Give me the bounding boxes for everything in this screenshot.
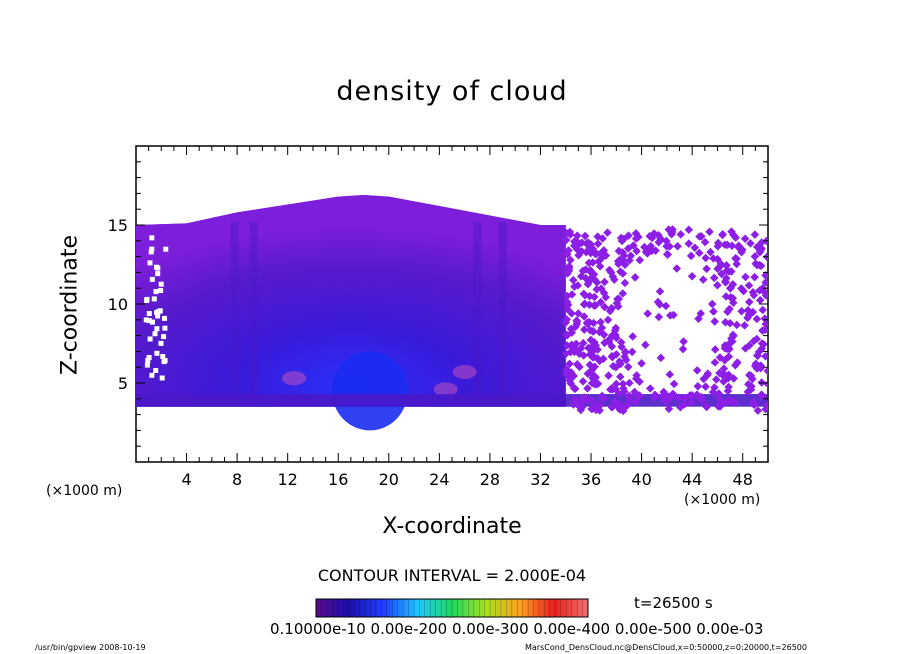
edge-gap [154,326,160,332]
plot-layer [136,195,768,431]
edge-gap [152,331,158,337]
edge-gap [146,318,152,324]
warm-patch-1 [282,371,306,386]
edge-gap [143,317,149,323]
x-tick-label: 28 [480,470,500,489]
x-tick-label: 16 [328,470,348,489]
warm-patch-3 [433,382,458,397]
edge-gap [155,313,161,319]
x-tick-label: 40 [631,470,651,489]
x-tick-label: 12 [278,470,298,489]
y-tick-label: 5 [118,374,128,393]
cloud-density-gradient [136,195,566,407]
cloud-streak-4 [498,221,507,407]
edge-gap [148,249,154,255]
edge-gap [154,310,160,315]
edge-gap [149,276,155,282]
edge-gap [158,288,164,293]
edge-gap [163,246,169,252]
edge-gap [158,340,164,346]
edge-gap [149,246,155,252]
x-tick-label: 32 [530,470,550,489]
edge-gap [162,325,168,331]
cloud-streak-3 [473,221,482,407]
x-tick-label: 44 [682,470,702,489]
contour-interval: CONTOUR INTERVAL = 2.000E-04 [317,566,587,585]
x-tick-label: 20 [379,470,399,489]
footer-source: MarsCond_DensCloud.nc@DensCloud,x=0:5000… [525,643,807,652]
edge-gap [162,358,168,364]
edge-gap [158,281,164,287]
edge-gap [153,368,159,373]
x-axis-unit: (×1000 m) [684,492,761,508]
edge-gap [144,362,150,368]
y-tick-label: 15 [108,216,128,235]
edge-gap [149,372,155,378]
edge-gap [145,357,151,363]
edge-gap [149,235,155,241]
y-axis-label: Z-coordinate [57,235,83,375]
time-label: t=26500 s [634,594,713,612]
warm-patch-2 [452,364,477,379]
x-tick-label: 24 [429,470,449,489]
cloud-speckle [763,379,768,389]
x-axis-label: X-coordinate [382,514,522,539]
x-tick-label: 4 [181,470,191,489]
edge-gap [154,350,160,356]
edge-gap [151,296,157,302]
colorbar-labels: 0.10000e-10 0.00e-200 0.00e-300 0.00e-40… [270,620,764,638]
edge-gap [160,354,166,359]
edge-gap [153,289,159,295]
edge-gap [144,296,150,302]
cloud-speckle [763,366,768,376]
cloud-base-band [136,394,768,407]
edge-gap [146,311,152,316]
edge-gap [147,336,153,342]
colorbar-ticks [321,599,583,617]
edge-gap [147,260,153,266]
cloud-streak-2 [249,221,258,407]
edge-gap [146,355,152,360]
chart-title: density of cloud [336,76,568,107]
edge-gap [154,264,159,270]
y-tick-label: 10 [108,295,128,314]
x-tick-label: 8 [232,470,242,489]
edge-gap [161,334,167,340]
edge-gap [162,315,167,321]
edge-gap [159,375,165,381]
edge-gap [155,271,161,277]
x-tick-label: 48 [733,470,753,489]
y-axis-unit: (×1000 m) [46,483,123,499]
x-tick-label: 36 [581,470,601,489]
footer-command: /usr/bin/gpview 2008-10-19 [35,643,146,652]
edge-gap [150,319,155,325]
cloud-streak-1 [230,221,239,407]
density-core [331,351,408,431]
